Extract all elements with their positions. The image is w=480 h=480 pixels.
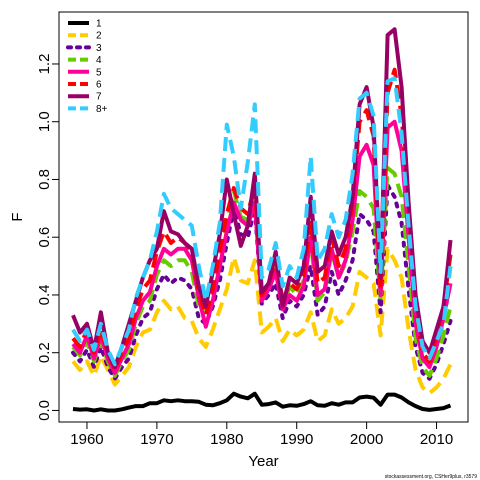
x-tick-label: 1970	[140, 431, 173, 448]
x-tick-label: 2000	[350, 431, 383, 448]
x-axis-title: Year	[248, 453, 278, 470]
series-line-1	[72, 391, 452, 413]
series-line-7	[71, 27, 453, 370]
legend-label: 5	[96, 67, 102, 78]
y-tick-label: 0.0	[36, 400, 53, 421]
y-tick-label: 0.8	[36, 169, 53, 190]
y-axis: 0.0 0.2 0.4 0.6 0.8 1.0 1.2	[36, 54, 60, 421]
legend-label: 7	[96, 92, 102, 103]
y-tick-label: 1.0	[36, 111, 53, 132]
series-lines	[71, 27, 453, 413]
legend-label: 8+	[96, 104, 108, 115]
y-tick-label: 0.6	[36, 227, 53, 248]
y-axis-title: F	[9, 212, 26, 221]
legend-label: 6	[96, 80, 102, 91]
legend-label: 2	[96, 31, 102, 42]
x-tick-label: 1990	[280, 431, 313, 448]
y-tick-label: 0.2	[36, 342, 53, 363]
x-axis: 1960 1970 1980 1990 2000 2010	[70, 421, 453, 448]
y-tick-label: 1.2	[36, 54, 53, 75]
y-tick-label: 0.4	[36, 285, 53, 306]
legend-label: 1	[96, 19, 102, 30]
x-tick-label: 1980	[210, 431, 243, 448]
legend-label: 4	[96, 55, 102, 66]
series-line-2	[71, 246, 453, 396]
legend-label: 3	[96, 43, 102, 54]
x-tick-label: 1960	[70, 431, 103, 448]
x-tick-label: 2010	[420, 431, 453, 448]
footnote: stockassessment.org, CSHer9plus, r3579	[385, 474, 477, 480]
series-line-8plus	[71, 76, 453, 367]
